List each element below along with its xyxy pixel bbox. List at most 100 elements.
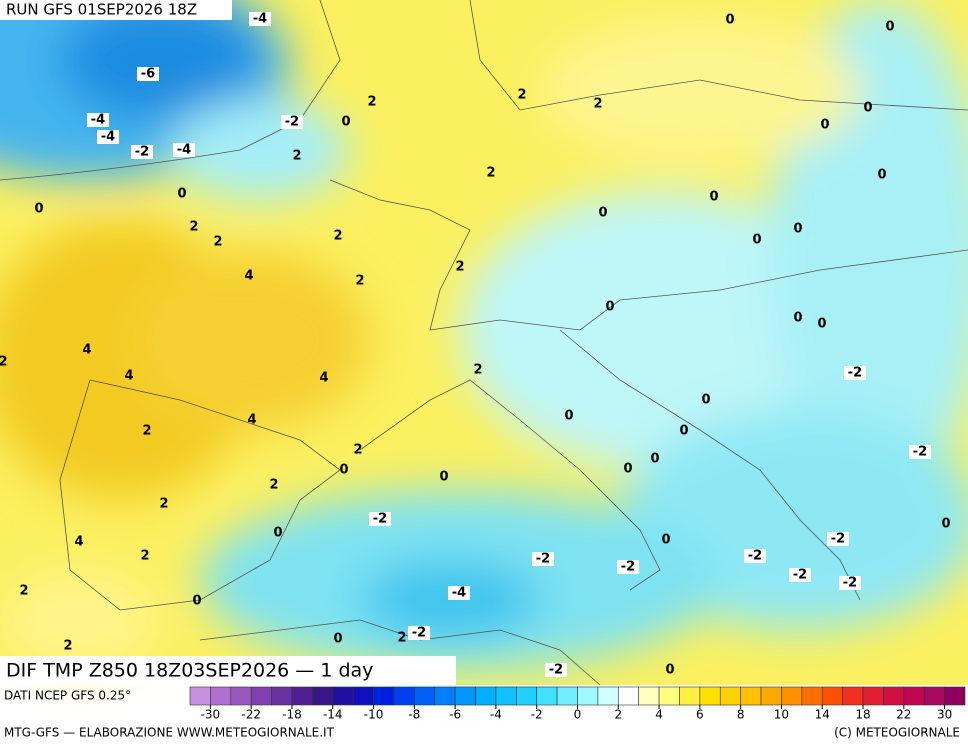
contour-label: 2 [517,88,526,103]
contour-label: 0 [820,118,829,133]
map-field [0,0,968,686]
contour-label: 0 [679,424,688,439]
colorbar-swatch [658,686,680,706]
colorbar-swatch [617,686,639,706]
contour-label: 0 [341,115,350,130]
colorbar-swatch [923,686,945,706]
colorbar-tick-label: -4 [490,708,502,722]
colorbar-swatch [597,686,619,706]
contour-label: -4 [452,586,466,601]
contour-label: 0 [885,20,894,35]
contour-label: -2 [793,568,807,583]
contour-label: 0 [650,452,659,467]
colorbar-tick-label: 22 [896,708,911,722]
contour-label: 2 [213,235,222,250]
contour-label: -2 [843,576,857,591]
source: DATI NCEP GFS 0.25° [4,689,131,703]
label-halo [249,12,271,26]
colorbar-swatch [760,686,782,706]
contour-label: 4 [319,371,328,386]
label-halo [408,626,430,640]
contour-label: 0 [605,300,614,315]
map-title-box [0,656,456,685]
contour-label: 4 [124,369,133,384]
contour-label: 2 [367,95,376,110]
colorbar-swatch [883,686,905,706]
colorbar-swatch [291,686,313,706]
contour-label: 4 [247,413,256,428]
label-halo [137,67,159,81]
contour-label: 0 [661,533,670,548]
label-halo [844,366,866,380]
colorbar-swatch [699,686,721,706]
contour-label: 0 [863,101,872,116]
colorbar-swatch [516,686,538,706]
contour-label: 4 [244,269,253,284]
colorbar-swatch [250,686,272,706]
contour-label: -2 [412,626,426,641]
label-halo [545,663,567,677]
colorbar-tick-label: 2 [614,708,622,722]
colorbar-swatch [679,686,701,706]
contour-label: 0 [273,526,282,541]
colorbar-tick-label: 8 [737,708,745,722]
colorbar-swatch [414,686,436,706]
colorbar-swatch [495,686,517,706]
colorbar-tick-label: 18 [855,708,870,722]
contour-label: -2 [285,115,299,130]
contour-label: 0 [877,168,886,183]
contour-label: -2 [135,145,149,160]
contour-label: -6 [141,67,155,82]
colorbar-swatch [740,686,762,706]
contour-label: 0 [793,222,802,237]
contour-label: 0 [598,206,607,221]
contour-label: 0 [941,517,950,532]
colorbar-swatch [638,686,660,706]
contour-label: 0 [333,632,342,647]
label-halo [448,586,470,600]
colorbar-tick-label: -30 [201,708,221,722]
colorbar-tick-label: 14 [815,708,830,722]
colorbar-swatch [944,686,966,706]
contour-label: 2 [63,639,72,654]
contour-label: 0 [725,13,734,28]
colorbar-swatch [781,686,803,706]
contour-label: 0 [192,594,201,609]
colorbar: -30 -22 -18 -14 -10 -8 -6 -4 -2 0 2 4 6 8 10 14 18 22 30 [189,686,966,722]
colorbar-swatch [801,686,823,706]
colorbar-swatch [719,686,741,706]
label-halo [789,568,811,582]
credit-left: MTG-GFS — ELABORAZIONE WWW.METEOGIORNALE… [4,726,335,740]
header-title: RUN GFS 01SEP2026 18Z [6,1,197,19]
contour-label: 0 [439,470,448,485]
colorbar-swatch [903,686,925,706]
contour-label: 0 [665,663,674,678]
label-halo [369,512,391,526]
map-title: DIF TMP Z850 18Z03SEP2026 — 1 day [6,660,373,682]
contour-label: 0 [701,393,710,408]
contour-label: 2 [140,549,149,564]
contour-label: 4 [82,343,91,358]
colorbar-swatch [271,686,293,706]
colorbar-swatch [352,686,374,706]
contour-label: -4 [101,130,115,145]
colorbar-tick-label: 6 [696,708,704,722]
contour-label: -2 [831,532,845,547]
contour-label: 2 [355,274,364,289]
colorbar-tick-label: -2 [531,708,543,722]
contour-label: -2 [549,663,563,678]
contour-label: 2 [397,631,406,646]
label-halo [131,145,153,159]
contour-label: -2 [913,445,927,460]
colorbar-tick-label: 10 [774,708,789,722]
contour-label: 0 [752,233,761,248]
contour-label: -4 [177,143,191,158]
colorbar-tick-label: 30 [937,708,952,722]
label-halo [173,143,195,157]
contour-label: 2 [292,149,301,164]
contour-label: 0 [34,202,43,217]
colorbar-swatch [189,686,211,706]
contour-label: -2 [748,549,762,564]
contour-label: 0 [339,463,348,478]
